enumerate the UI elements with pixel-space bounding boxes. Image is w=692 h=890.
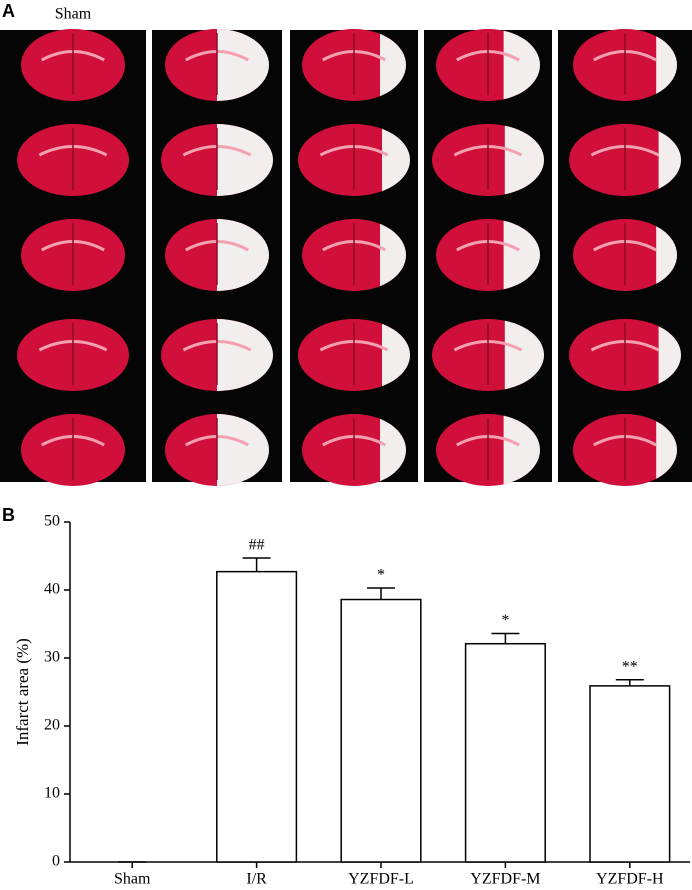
x-tick-label: YZFDF-M (470, 871, 540, 888)
significance-label: ** (622, 658, 638, 675)
significance-label: * (501, 612, 509, 629)
panel-label: B (2, 505, 15, 525)
column-label: I/R (207, 6, 228, 23)
panel-label: A (2, 1, 15, 21)
x-tick-label: YZFDF-L (348, 871, 414, 888)
y-tick-label: 30 (44, 649, 60, 666)
column-label: YZFDF-M (453, 6, 523, 23)
significance-label: ## (249, 537, 265, 554)
column-label: YZFDF-H (591, 6, 659, 23)
bar (216, 570, 298, 863)
y-axis-title: Infarct area (%) (13, 638, 32, 746)
x-tick-label: YZFDF-H (596, 871, 664, 888)
column-label: Sham (55, 6, 92, 23)
y-tick-label: 20 (44, 717, 60, 734)
x-tick-label: Sham (114, 871, 151, 888)
y-tick-label: 0 (52, 853, 60, 870)
y-tick-label: 10 (44, 785, 60, 802)
bar (589, 685, 671, 863)
significance-label: * (377, 567, 385, 584)
column-label: YZFDF-L (321, 6, 387, 23)
bar (340, 598, 422, 863)
y-tick-label: 40 (44, 581, 60, 598)
y-tick-label: 50 (44, 513, 60, 530)
bar (464, 642, 546, 863)
x-tick-label: I/R (246, 871, 267, 888)
